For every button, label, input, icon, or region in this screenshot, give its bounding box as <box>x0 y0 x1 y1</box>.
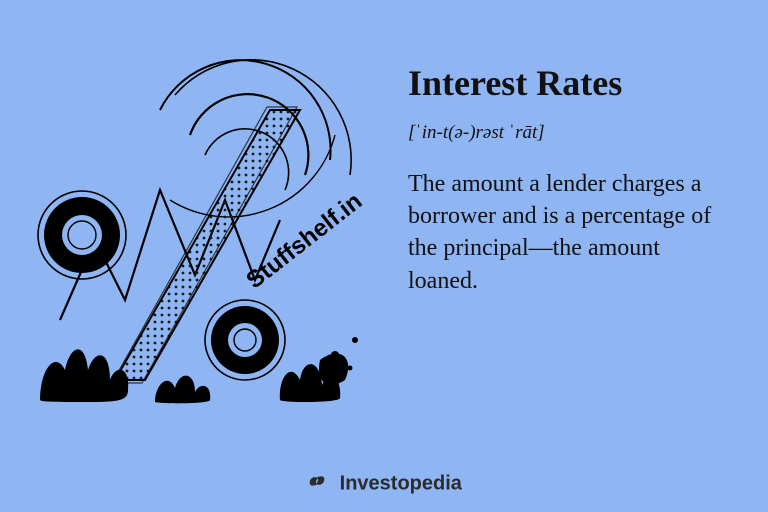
foliage <box>40 337 358 403</box>
brand-footer: Investopedia <box>0 470 768 498</box>
percent-illustration <box>20 40 400 440</box>
brand-name: Investopedia <box>340 473 462 495</box>
text-block: Interest Rates [ˈin-t(ə-)rəst ˈrāt] The … <box>408 64 728 297</box>
percent-ring-top <box>38 191 126 279</box>
brand-logo-icon <box>306 470 328 498</box>
term-title: Interest Rates <box>408 64 728 104</box>
pronunciation: [ˈin-t(ə-)rəst ˈrāt] <box>408 122 728 144</box>
definition: The amount a lender charges a borrower a… <box>408 168 728 298</box>
percent-ring-bottom <box>205 300 285 380</box>
info-card: Interest Rates [ˈin-t(ə-)rəst ˈrāt] The … <box>0 0 768 512</box>
